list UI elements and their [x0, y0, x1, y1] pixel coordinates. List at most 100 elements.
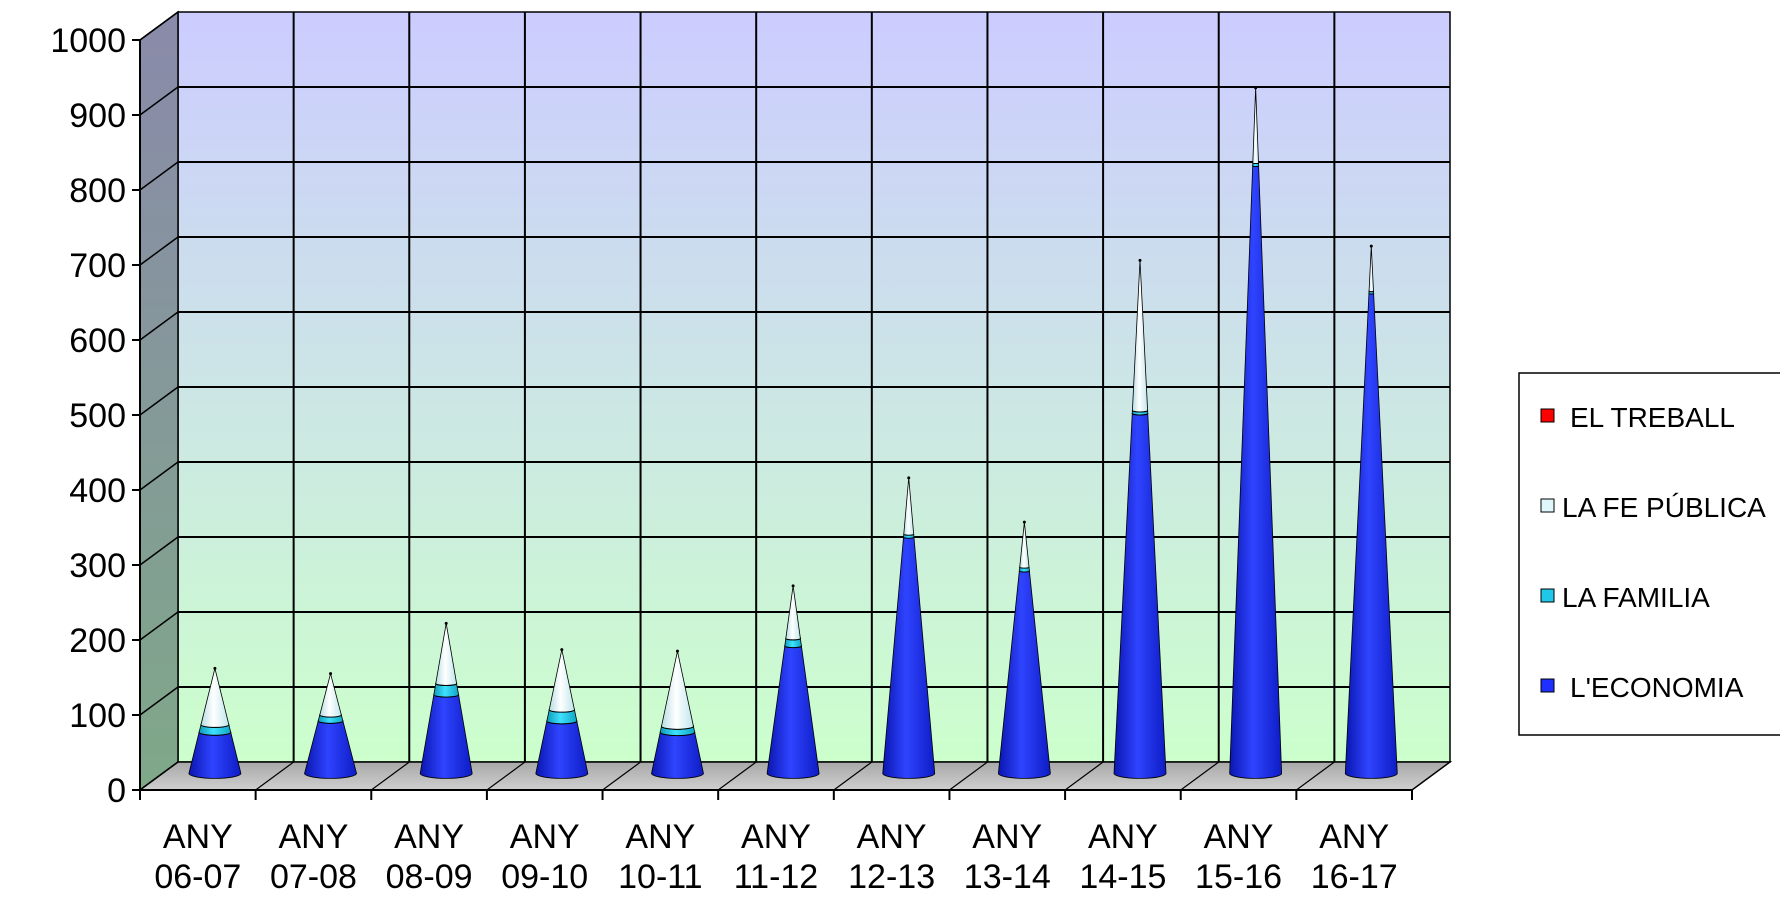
- x-tick-label: ANY: [857, 818, 927, 856]
- x-tick-label: 07-08: [270, 858, 357, 896]
- floor-divider: [1180, 761, 1220, 791]
- cone-segment: [200, 668, 230, 728]
- x-tick-label: 13-14: [964, 858, 1051, 896]
- cone-3: [535, 648, 589, 779]
- legend-label: LA FAMILIA: [1562, 582, 1710, 613]
- side-gridline: [139, 11, 179, 41]
- y-tick-label: 400: [69, 472, 126, 510]
- cone-segment: [319, 672, 342, 718]
- cone-8: [1113, 258, 1167, 779]
- legend-label: L'ECONOMIA: [1570, 672, 1744, 703]
- y-tick-label: 0: [107, 772, 126, 810]
- y-tick-label: 100: [69, 697, 126, 735]
- floor-divider: [949, 761, 988, 791]
- floor-divider: [1296, 761, 1335, 791]
- legend-swatch: [1540, 588, 1555, 603]
- cone-tip: [791, 584, 795, 588]
- cone-tip: [1138, 258, 1142, 262]
- cone-9: [1229, 86, 1283, 779]
- side-gridline: [139, 311, 179, 341]
- legend-label: LA FE PÚBLICA: [1562, 492, 1766, 523]
- x-tick-label: 11-12: [734, 858, 818, 896]
- x-tick-label: 09-10: [501, 858, 588, 896]
- floor-divider: [486, 761, 526, 791]
- cone-tip: [1369, 244, 1373, 248]
- cone-tip: [675, 649, 679, 653]
- x-tick-label: 14-15: [1079, 858, 1166, 896]
- side-gridline: [139, 86, 179, 116]
- side-gridline: [139, 386, 179, 416]
- cone-tip: [329, 672, 333, 676]
- side-gridline: [139, 161, 179, 191]
- legend: EL TREBALL LA FE PÚBLICA LA FAMILIA L'ECONO…: [1518, 372, 1780, 736]
- axes: [132, 39, 1413, 800]
- legend-swatch: [1540, 498, 1555, 513]
- y-tick-label: 700: [69, 247, 126, 285]
- floor-divider: [602, 761, 641, 791]
- legend-box: [1518, 372, 1780, 736]
- y-tick-label: 300: [69, 547, 126, 585]
- x-tick-label: ANY: [1319, 818, 1389, 856]
- x-tick-label: 10-11: [618, 858, 702, 896]
- y-tick-label: 800: [69, 172, 126, 210]
- cone-4: [651, 649, 704, 779]
- cone-tip: [1022, 520, 1026, 524]
- x-tick-label: 12-13: [848, 858, 935, 896]
- side-gridline: [139, 461, 179, 491]
- side-gridline: [139, 686, 179, 716]
- x-tick-label: 16-17: [1311, 858, 1398, 896]
- floor-divider: [1064, 761, 1104, 791]
- cone-tip: [560, 648, 564, 652]
- x-tick-label: ANY: [163, 818, 233, 856]
- cone-tip: [1254, 86, 1258, 90]
- y-tick-label: 600: [69, 322, 126, 360]
- x-tick-label: 08-09: [386, 858, 473, 896]
- cone-5: [766, 584, 820, 779]
- x-tick-label: ANY: [1088, 818, 1158, 856]
- side-gridline: [139, 611, 179, 641]
- cone-segment: [785, 585, 801, 641]
- x-tick-label: 15-16: [1195, 858, 1282, 896]
- x-tick-label: ANY: [741, 818, 811, 856]
- cone-tip: [907, 476, 911, 480]
- cone-series: [188, 86, 1398, 779]
- y-tick-label: 900: [69, 97, 126, 135]
- side-gridline: [139, 236, 179, 266]
- legend-swatch: [1540, 408, 1555, 423]
- floor-divider: [370, 761, 410, 791]
- cone-6: [882, 476, 936, 779]
- cone-7: [997, 520, 1051, 779]
- floor-divider: [833, 761, 873, 791]
- y-axis-tick-labels: 0 100 200 300 400 500 600 700 800 900 1000: [50, 22, 126, 810]
- x-tick-label: ANY: [278, 818, 348, 856]
- cone-segment: [903, 477, 915, 536]
- cone-segment: [435, 623, 457, 686]
- side-gridline: [139, 536, 179, 566]
- cone-0: [188, 666, 242, 779]
- x-tick-label: ANY: [510, 818, 580, 856]
- x-tick-label: ANY: [625, 818, 695, 856]
- cone-segment: [1252, 87, 1259, 164]
- legend-label: EL TREBALL: [1570, 402, 1735, 433]
- x-axis-category-labels: ANY06-07ANY07-08ANY08-09ANY09-10ANY10-11…: [154, 818, 1397, 896]
- cone-1: [304, 672, 357, 779]
- cone-tip: [444, 621, 448, 625]
- y-tick-label: 200: [69, 622, 126, 660]
- x-tick-label: ANY: [972, 818, 1042, 856]
- cone-segment: [661, 651, 694, 730]
- x-tick-label: ANY: [1204, 818, 1274, 856]
- cone-10: [1344, 244, 1398, 779]
- cone-segment: [1132, 260, 1149, 413]
- y-tick-label: 500: [69, 397, 126, 435]
- cone-segment: [1019, 522, 1030, 569]
- x-tick-label: ANY: [394, 818, 464, 856]
- cone-segment: [548, 649, 575, 713]
- gridlines: [139, 11, 1450, 791]
- floor-divider: [255, 761, 294, 791]
- legend-swatch: [1540, 678, 1555, 693]
- x-tick-label: 06-07: [154, 858, 241, 896]
- cone-tip: [213, 666, 217, 670]
- cone-segment: [651, 731, 704, 779]
- floor-divider: [717, 761, 757, 791]
